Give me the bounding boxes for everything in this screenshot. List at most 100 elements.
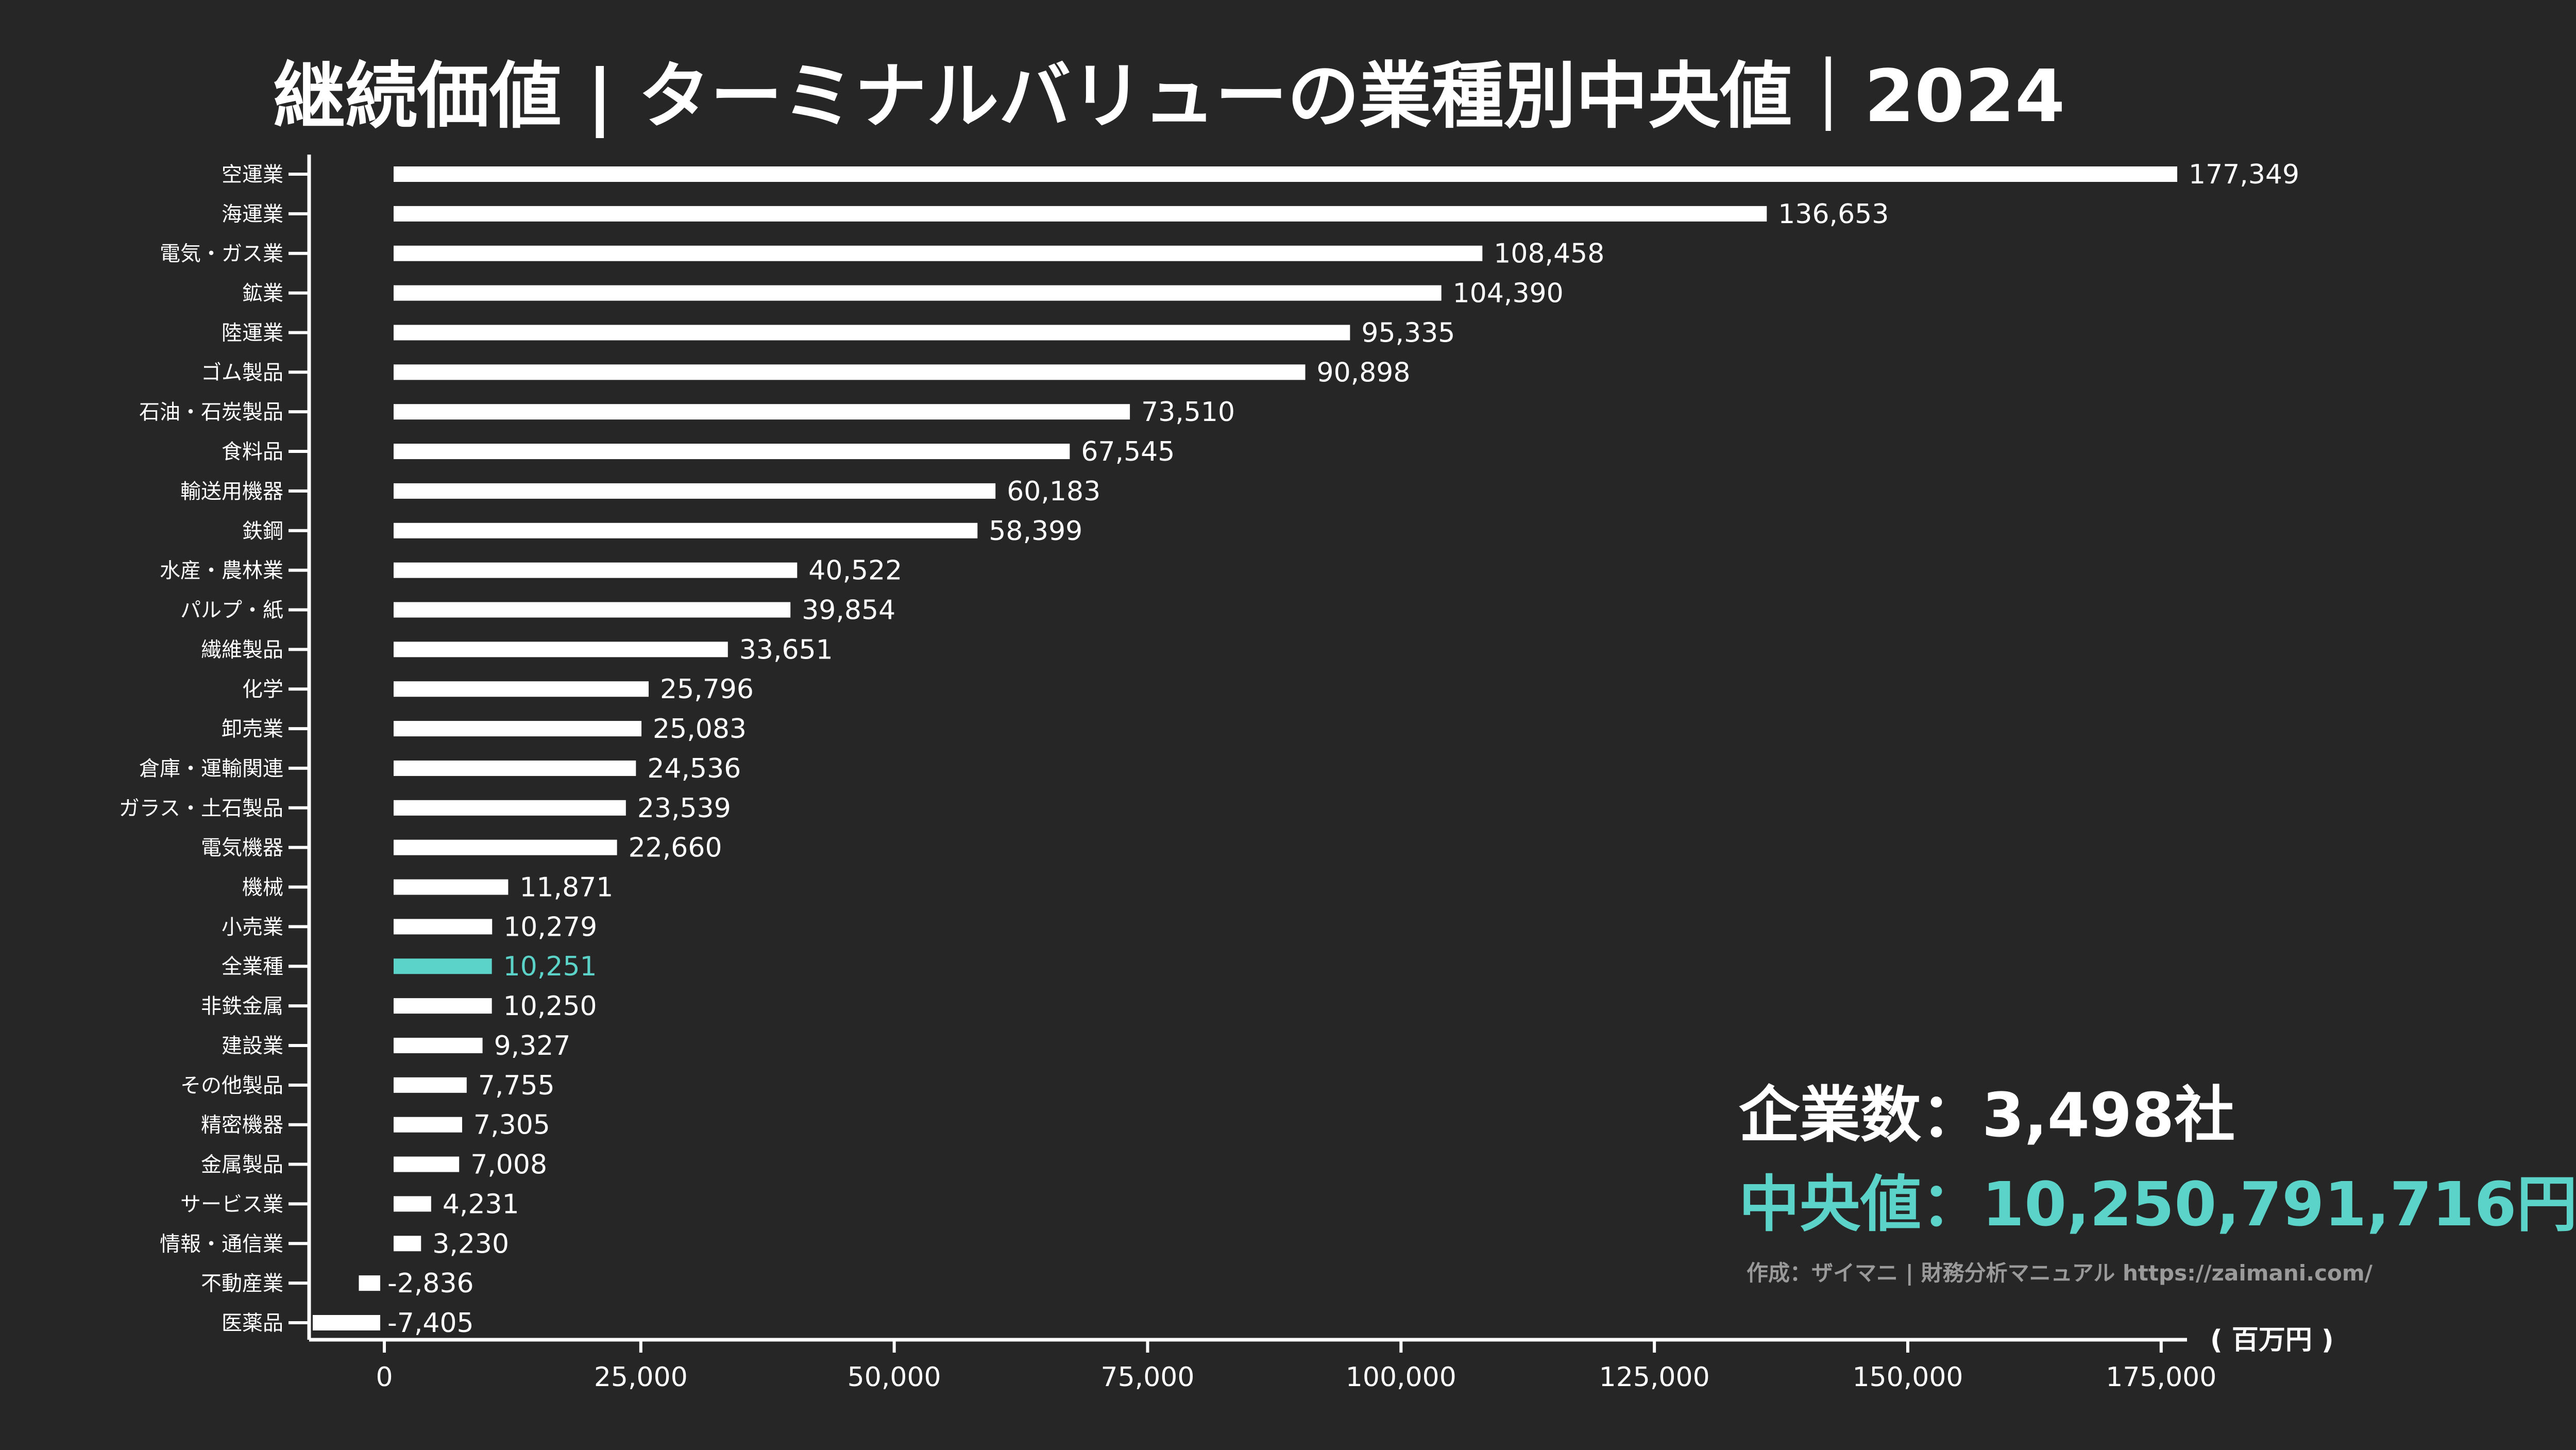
bar-row: 倉庫・運輸関連 24,536 [139,753,741,784]
value-label: 25,083 [653,714,747,745]
bar [394,1117,463,1133]
bar-row: 小売業 10,279 [222,912,597,942]
bar [394,483,996,499]
bar [394,562,798,578]
median-value: 中央値：10,250,791,716円 [1739,1169,2576,1240]
category-label: 石油・石炭製品 [139,400,283,424]
value-label: 4,231 [443,1189,519,1220]
bar-row: サービス業 4,231 [180,1189,519,1220]
unit-label: ( 百万円 ) [2210,1325,2334,1356]
bar [394,642,728,657]
bar-row: 鉱業 104,390 [242,278,1564,309]
value-label: 11,871 [519,872,613,903]
category-label: 鉄鋼 [242,519,283,543]
category-label: サービス業 [180,1192,283,1216]
value-label: 9,327 [494,1031,571,1061]
category-label: 繊維製品 [201,638,283,662]
value-label: 25,796 [660,674,754,705]
bar-row: 精密機器 7,305 [201,1110,550,1141]
bar [394,602,791,618]
category-label: 小売業 [222,915,283,939]
bar-row: 情報・通信業 3,230 [160,1228,509,1259]
bar [394,1077,467,1093]
bars-group: 空運業 177,349 海運業 136,653 電気・ガス業 108,458 鉱業 104,3… [119,159,2299,1339]
bar-row: 空運業 177,349 [222,159,2299,190]
category-label: 輸送用機器 [180,480,283,503]
x-tick-label: 125,000 [1599,1362,1710,1393]
bar-row: 機械 11,871 [242,872,613,903]
bar [394,404,1130,420]
x-tick-label: 175,000 [2106,1362,2216,1393]
value-label: 73,510 [1141,397,1235,428]
value-label: 108,458 [1494,239,1604,269]
category-label: 倉庫・運輸関連 [139,757,283,781]
bar-row: 水産・農林業 40,522 [160,555,902,586]
category-label: 陸運業 [222,321,283,345]
category-label: 電気機器 [201,836,283,860]
bar-row: 非鉄金属 10,250 [201,991,597,1022]
value-label: 7,008 [470,1150,547,1181]
chart-title: 継続価値 | ターミナルバリューの業種別中央値｜2024 [273,55,2065,139]
bar [394,522,978,538]
category-label: ガラス・土石製品 [119,797,283,820]
value-label: 24,536 [647,753,741,784]
value-label: 90,898 [1317,357,1411,388]
category-label: 機械 [242,876,283,900]
category-label: 全業種 [222,955,283,979]
bar-row: 輸送用機器 60,183 [180,476,1100,507]
value-label: 23,539 [637,793,731,824]
value-label: -7,405 [387,1308,474,1339]
bar [394,721,642,737]
x-ticks-group: 0 25,000 50,000 75,000 100,000 125,000 150,000… [376,1340,2216,1393]
bar [394,681,649,697]
bar [394,919,493,935]
bar-row: 電気機器 22,660 [201,833,722,864]
bar [394,1196,431,1212]
category-label: ゴム製品 [201,361,283,384]
value-label: 136,653 [1778,199,1889,230]
bar [394,1037,483,1053]
bar [394,444,1070,460]
category-label: 医薬品 [222,1311,283,1335]
value-label: 7,305 [473,1110,550,1141]
bar-row: その他製品 7,755 [180,1070,555,1101]
value-label: 60,183 [1007,476,1100,507]
category-label: 鉱業 [242,282,283,306]
bar [394,879,509,895]
bar [394,325,1350,341]
bar-row: 卸売業 25,083 [222,714,747,745]
x-tick-label: 100,000 [1346,1362,1456,1393]
bar [394,364,1306,380]
category-label: 卸売業 [222,717,283,741]
category-label: 非鉄金属 [201,994,283,1018]
bar-row: 石油・石炭製品 73,510 [139,397,1235,428]
bar-row: 金属製品 7,008 [201,1150,547,1181]
category-label: 食料品 [222,440,283,464]
value-label: -2,836 [387,1268,474,1299]
bar [394,1156,460,1172]
value-label: 67,545 [1081,436,1175,467]
bar [394,166,2177,182]
bar [394,760,636,776]
bar-row: 全業種 10,251 [222,951,597,982]
value-label: 39,854 [802,595,895,626]
value-label: 7,755 [478,1070,555,1101]
bar-row: ガラス・土石製品 23,539 [119,793,731,824]
bar [394,958,492,974]
bar-row: 化学 25,796 [242,674,754,705]
bar-row: 医薬品 -7,405 [222,1308,474,1339]
category-label: 電気・ガス業 [160,242,283,266]
category-label: 空運業 [222,163,283,187]
bar [394,839,617,855]
value-label: 177,349 [2189,159,2299,190]
value-label: 33,651 [739,634,833,665]
bar-row: 陸運業 95,335 [222,317,1455,348]
company-count: 企業数：3,498社 [1739,1080,2235,1151]
category-label: 化学 [242,678,283,701]
value-label: 40,522 [808,555,902,586]
category-label: 建設業 [222,1034,283,1058]
x-tick-label: 75,000 [1101,1362,1195,1393]
bar-row: 繊維製品 33,651 [201,634,833,665]
value-label: 10,251 [503,951,597,982]
